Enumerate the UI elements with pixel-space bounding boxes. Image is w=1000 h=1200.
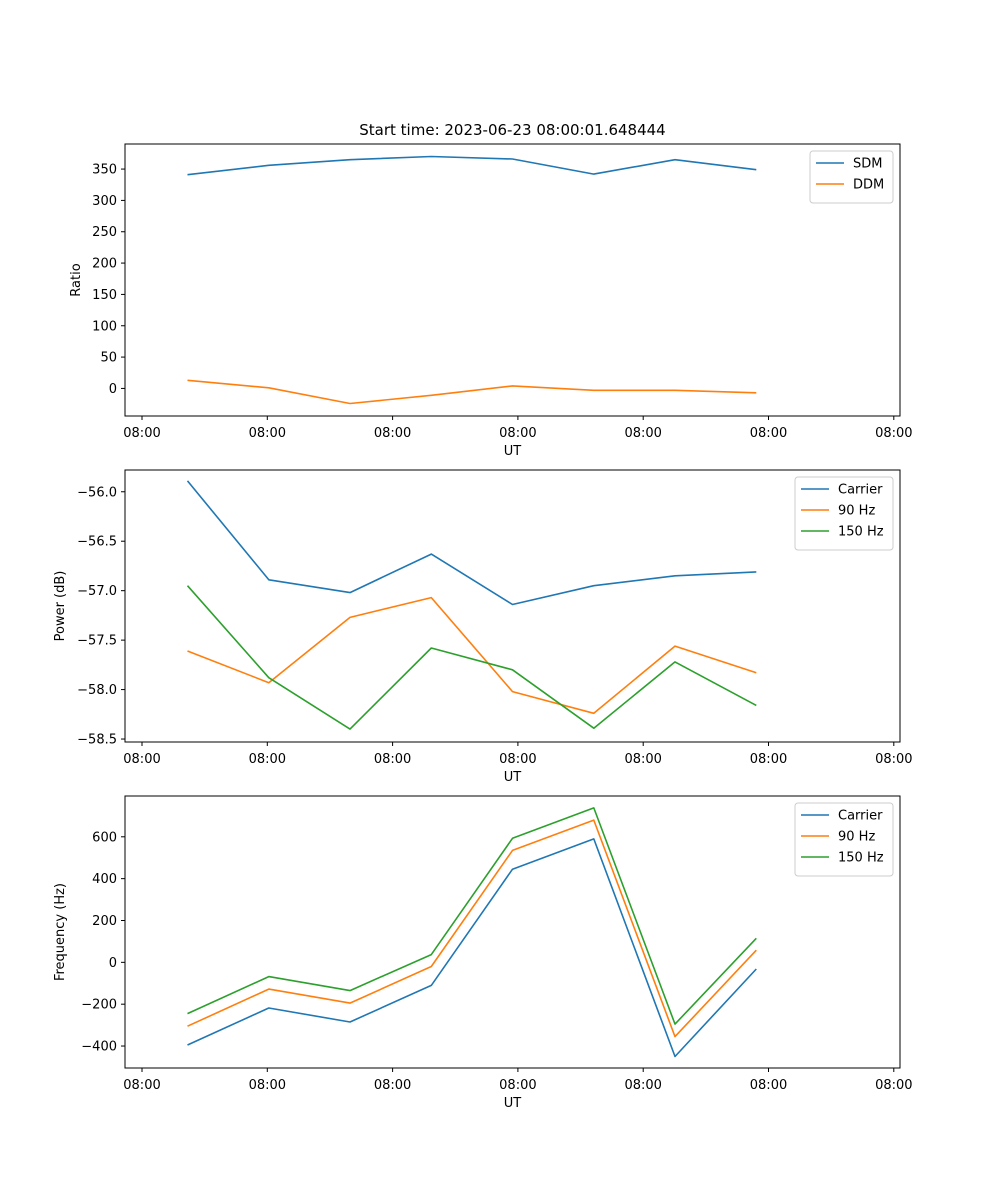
- y-tick-label: 200: [92, 914, 117, 929]
- y-tick-label: 200: [92, 257, 117, 272]
- y-tick-label: 100: [92, 319, 117, 334]
- legend-entry: 150 Hz: [838, 525, 884, 540]
- x-tick-label: 08:00: [249, 752, 286, 767]
- x-tick-label: 08:00: [624, 752, 661, 767]
- legend: SDM DDM: [809, 150, 894, 204]
- legend: Carrier 90 Hz 150 Hz: [794, 476, 894, 551]
- subplot-2: 08:0008:0008:0008:0008:0008:0008:0008:01…: [53, 469, 913, 785]
- legend-entry: 150 Hz: [838, 851, 884, 866]
- y-axis-label: Ratio: [69, 263, 84, 296]
- y-axis-label: Power (dB): [53, 571, 68, 642]
- series-line-carrier: [187, 838, 757, 1058]
- legend-entry: 90 Hz: [838, 504, 875, 519]
- x-axis-label: UT: [504, 444, 522, 459]
- series-line-carrier: [186, 480, 757, 606]
- x-tick-label: 08:00: [123, 1078, 160, 1093]
- x-tick-label: 08:00: [624, 426, 661, 441]
- axes-frame: [124, 469, 901, 743]
- y-tick-label: 400: [92, 872, 117, 887]
- x-tick-label: 08:00: [499, 752, 536, 767]
- x-tick-label: 08:00: [499, 426, 536, 441]
- legend-entry: Carrier: [838, 809, 883, 824]
- legend-entry: DDM: [853, 178, 884, 193]
- x-axis-label: UT: [504, 770, 522, 785]
- y-tick-label: 600: [92, 830, 117, 845]
- axes-frame: [124, 795, 901, 1069]
- x-tick-label: 08:00: [750, 752, 787, 767]
- y-tick-label: −57.0: [77, 584, 117, 599]
- y-tick-label: −400: [81, 1040, 117, 1055]
- x-tick-label: 08:00: [123, 752, 160, 767]
- y-tick-label: 50: [100, 351, 117, 366]
- subplot-3: 08:0008:0008:0008:0008:0008:0008:0008:01…: [53, 795, 913, 1111]
- subplot-1: Start time: 2023-06-23 08:00:01.648444 08…: [69, 121, 913, 459]
- series-line-150-hz: [187, 807, 757, 1025]
- y-tick-label: 0: [109, 956, 117, 971]
- y-tick-label: −57.5: [77, 634, 117, 649]
- x-tick-label: 08:00: [875, 1078, 912, 1093]
- legend: Carrier 90 Hz 150 Hz: [794, 802, 894, 877]
- x-tick-label: 08:00: [875, 426, 912, 441]
- y-tick-label: 150: [92, 288, 117, 303]
- x-tick-label: 08:00: [249, 1078, 286, 1093]
- x-tick-label: 08:00: [750, 426, 787, 441]
- y-tick-label: −58.0: [77, 683, 117, 698]
- x-tick-label: 08:00: [374, 426, 411, 441]
- x-tick-label: 08:00: [875, 752, 912, 767]
- series-line-150-hz: [186, 585, 757, 730]
- y-tick-label: 300: [92, 194, 117, 209]
- legend-entry: SDM: [853, 157, 882, 172]
- series-line-90-hz: [187, 819, 757, 1038]
- y-tick-label: −56.0: [77, 485, 117, 500]
- y-tick-label: 350: [92, 163, 117, 178]
- x-axis-label: UT: [504, 1096, 522, 1111]
- x-tick-label: 08:00: [123, 426, 160, 441]
- x-tick-label: 08:00: [249, 426, 286, 441]
- x-tick-label: 08:00: [624, 1078, 661, 1093]
- x-tick-label: 08:00: [374, 1078, 411, 1093]
- axes-frame: [124, 143, 901, 417]
- y-tick-label: 0: [109, 382, 117, 397]
- series-line-90-hz: [187, 596, 757, 715]
- y-tick-label: 250: [92, 225, 117, 240]
- legend-box: [809, 150, 894, 204]
- y-axis-label: Frequency (Hz): [53, 883, 68, 981]
- chart-title: Start time: 2023-06-23 08:00:01.648444: [359, 121, 665, 139]
- legend-entry: 90 Hz: [838, 830, 875, 845]
- series-line-ddm: [187, 379, 757, 405]
- y-tick-label: −200: [81, 998, 117, 1013]
- legend-entry: Carrier: [838, 483, 883, 498]
- x-tick-label: 08:00: [374, 752, 411, 767]
- y-tick-label: −58.5: [77, 733, 117, 748]
- series-line-sdm: [187, 155, 757, 176]
- x-tick-label: 08:00: [499, 1078, 536, 1093]
- y-tick-label: −56.5: [77, 535, 117, 550]
- x-tick-label: 08:00: [750, 1078, 787, 1093]
